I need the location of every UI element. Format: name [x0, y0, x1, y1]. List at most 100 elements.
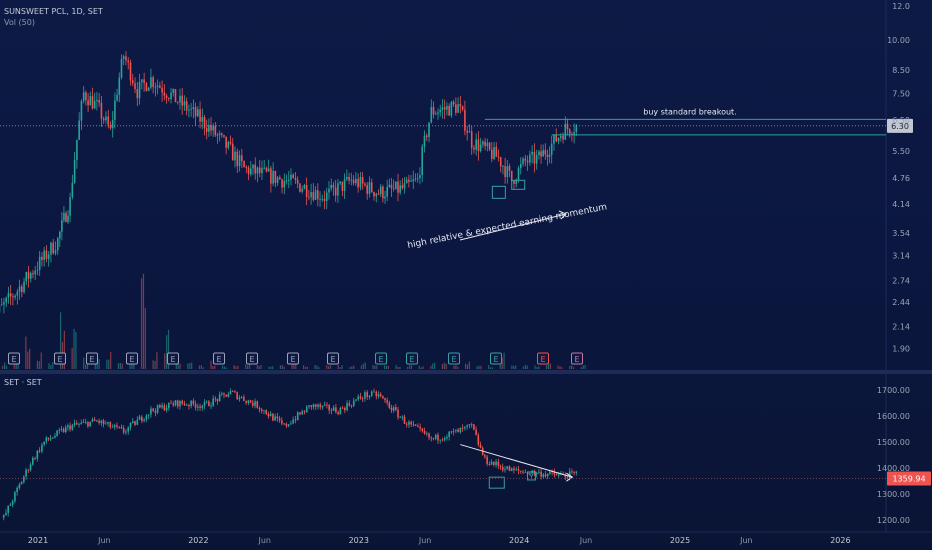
price-candle: [203, 117, 206, 128]
price-candle: [502, 166, 504, 167]
earnings-marker-upcoming[interactable]: [571, 352, 583, 365]
price-candle: [161, 87, 163, 93]
earnings-marker[interactable]: [537, 352, 549, 365]
volume-bar: [385, 365, 388, 369]
index-candle: [392, 407, 395, 411]
earnings-marker[interactable]: [448, 352, 460, 365]
index-candle: [120, 427, 123, 429]
index-candle: [388, 402, 391, 408]
price-candle: [238, 155, 241, 167]
earnings-marker[interactable]: [8, 352, 20, 365]
earnings-marker-label: E: [89, 355, 94, 364]
momentum-arrow[interactable]: [459, 213, 567, 241]
index-candle: [490, 461, 493, 465]
volume-bar: [121, 363, 123, 369]
price-candle: [441, 107, 444, 110]
volume-bar: [4, 362, 6, 369]
index-candle: [263, 410, 265, 412]
earnings-marker[interactable]: [406, 352, 418, 365]
earnings-marker[interactable]: [126, 352, 138, 365]
volume-bar: [488, 365, 490, 369]
price-candle: [419, 175, 421, 179]
earnings-marker-label: E: [57, 355, 62, 364]
price-candle: [181, 95, 184, 106]
earnings-marker[interactable]: [213, 352, 225, 365]
base-box[interactable]: [491, 185, 506, 199]
earnings-marker[interactable]: [490, 352, 502, 365]
volume-bar: [410, 365, 413, 369]
volume-bar: [455, 364, 457, 369]
volume-bar: [534, 365, 536, 369]
index-candle: [484, 455, 486, 457]
index-candle: [457, 429, 459, 433]
price-candle: [47, 254, 50, 259]
pattern-box-small[interactable]: [527, 471, 537, 481]
price-candle: [109, 125, 112, 129]
price-candle: [194, 107, 197, 117]
price-candle: [100, 102, 103, 119]
price-candle: [0, 304, 3, 306]
price-axis-tick: 3.14: [892, 251, 910, 260]
index-candle: [32, 458, 34, 465]
price-candle: [430, 106, 433, 123]
price-candle: [192, 107, 195, 109]
price-candle: [475, 139, 477, 150]
index-candle: [524, 472, 527, 473]
volume-bar: [272, 366, 274, 369]
price-candle: [197, 109, 199, 117]
volume-bar: [270, 366, 272, 369]
volume-bar: [329, 365, 332, 369]
price-axis-tick: 6.50: [892, 116, 910, 125]
earnings-marker[interactable]: [54, 352, 66, 365]
index-candle: [540, 471, 542, 477]
price-candle: [403, 183, 406, 189]
index-candle: [14, 492, 16, 502]
pattern-box[interactable]: [488, 476, 505, 489]
index-candle: [102, 420, 105, 425]
volume-bar: [177, 359, 179, 369]
pane-divider[interactable]: [0, 370, 932, 374]
index-candle: [555, 474, 558, 476]
earnings-marker[interactable]: [167, 352, 179, 365]
index-candle: [443, 438, 446, 440]
index-candle: [238, 397, 241, 400]
earnings-marker[interactable]: [375, 352, 387, 365]
earnings-marker-label: E: [409, 355, 414, 364]
downtrend-line[interactable]: [460, 444, 573, 478]
price-candle: [18, 286, 21, 292]
index-candle: [428, 433, 430, 438]
volume-bar: [119, 362, 121, 369]
time-axis-tick: Jun: [257, 536, 271, 545]
price-candle: [477, 139, 480, 152]
price-candle: [265, 167, 268, 172]
index-candle: [488, 463, 491, 465]
volume-bar: [434, 362, 436, 369]
price-candle: [557, 137, 560, 142]
price-candle: [227, 142, 230, 148]
price-candle: [504, 166, 506, 177]
price-candle: [308, 196, 310, 198]
earnings-marker[interactable]: [327, 352, 339, 365]
index-candle: [265, 410, 268, 414]
index-candle: [330, 410, 333, 412]
price-candle: [390, 184, 393, 189]
earnings-marker[interactable]: [287, 352, 299, 365]
index-candle: [355, 399, 357, 401]
earnings-marker[interactable]: [246, 352, 258, 365]
index-candle: [93, 419, 96, 421]
price-candle: [82, 92, 85, 101]
index-candle: [414, 424, 417, 426]
index-candle: [475, 429, 477, 436]
price-candle: [375, 193, 378, 197]
index-candle: [147, 414, 150, 416]
base-box-second[interactable]: [511, 179, 526, 190]
downtrend-arrowhead: [566, 472, 574, 482]
index-candle: [501, 467, 504, 471]
earnings-marker[interactable]: [86, 352, 98, 365]
volume-bar: [85, 364, 87, 369]
price-candle: [524, 158, 527, 161]
time-axis-tick: 2023: [349, 536, 369, 545]
price-candle: [163, 92, 166, 96]
index-candle: [373, 391, 375, 393]
